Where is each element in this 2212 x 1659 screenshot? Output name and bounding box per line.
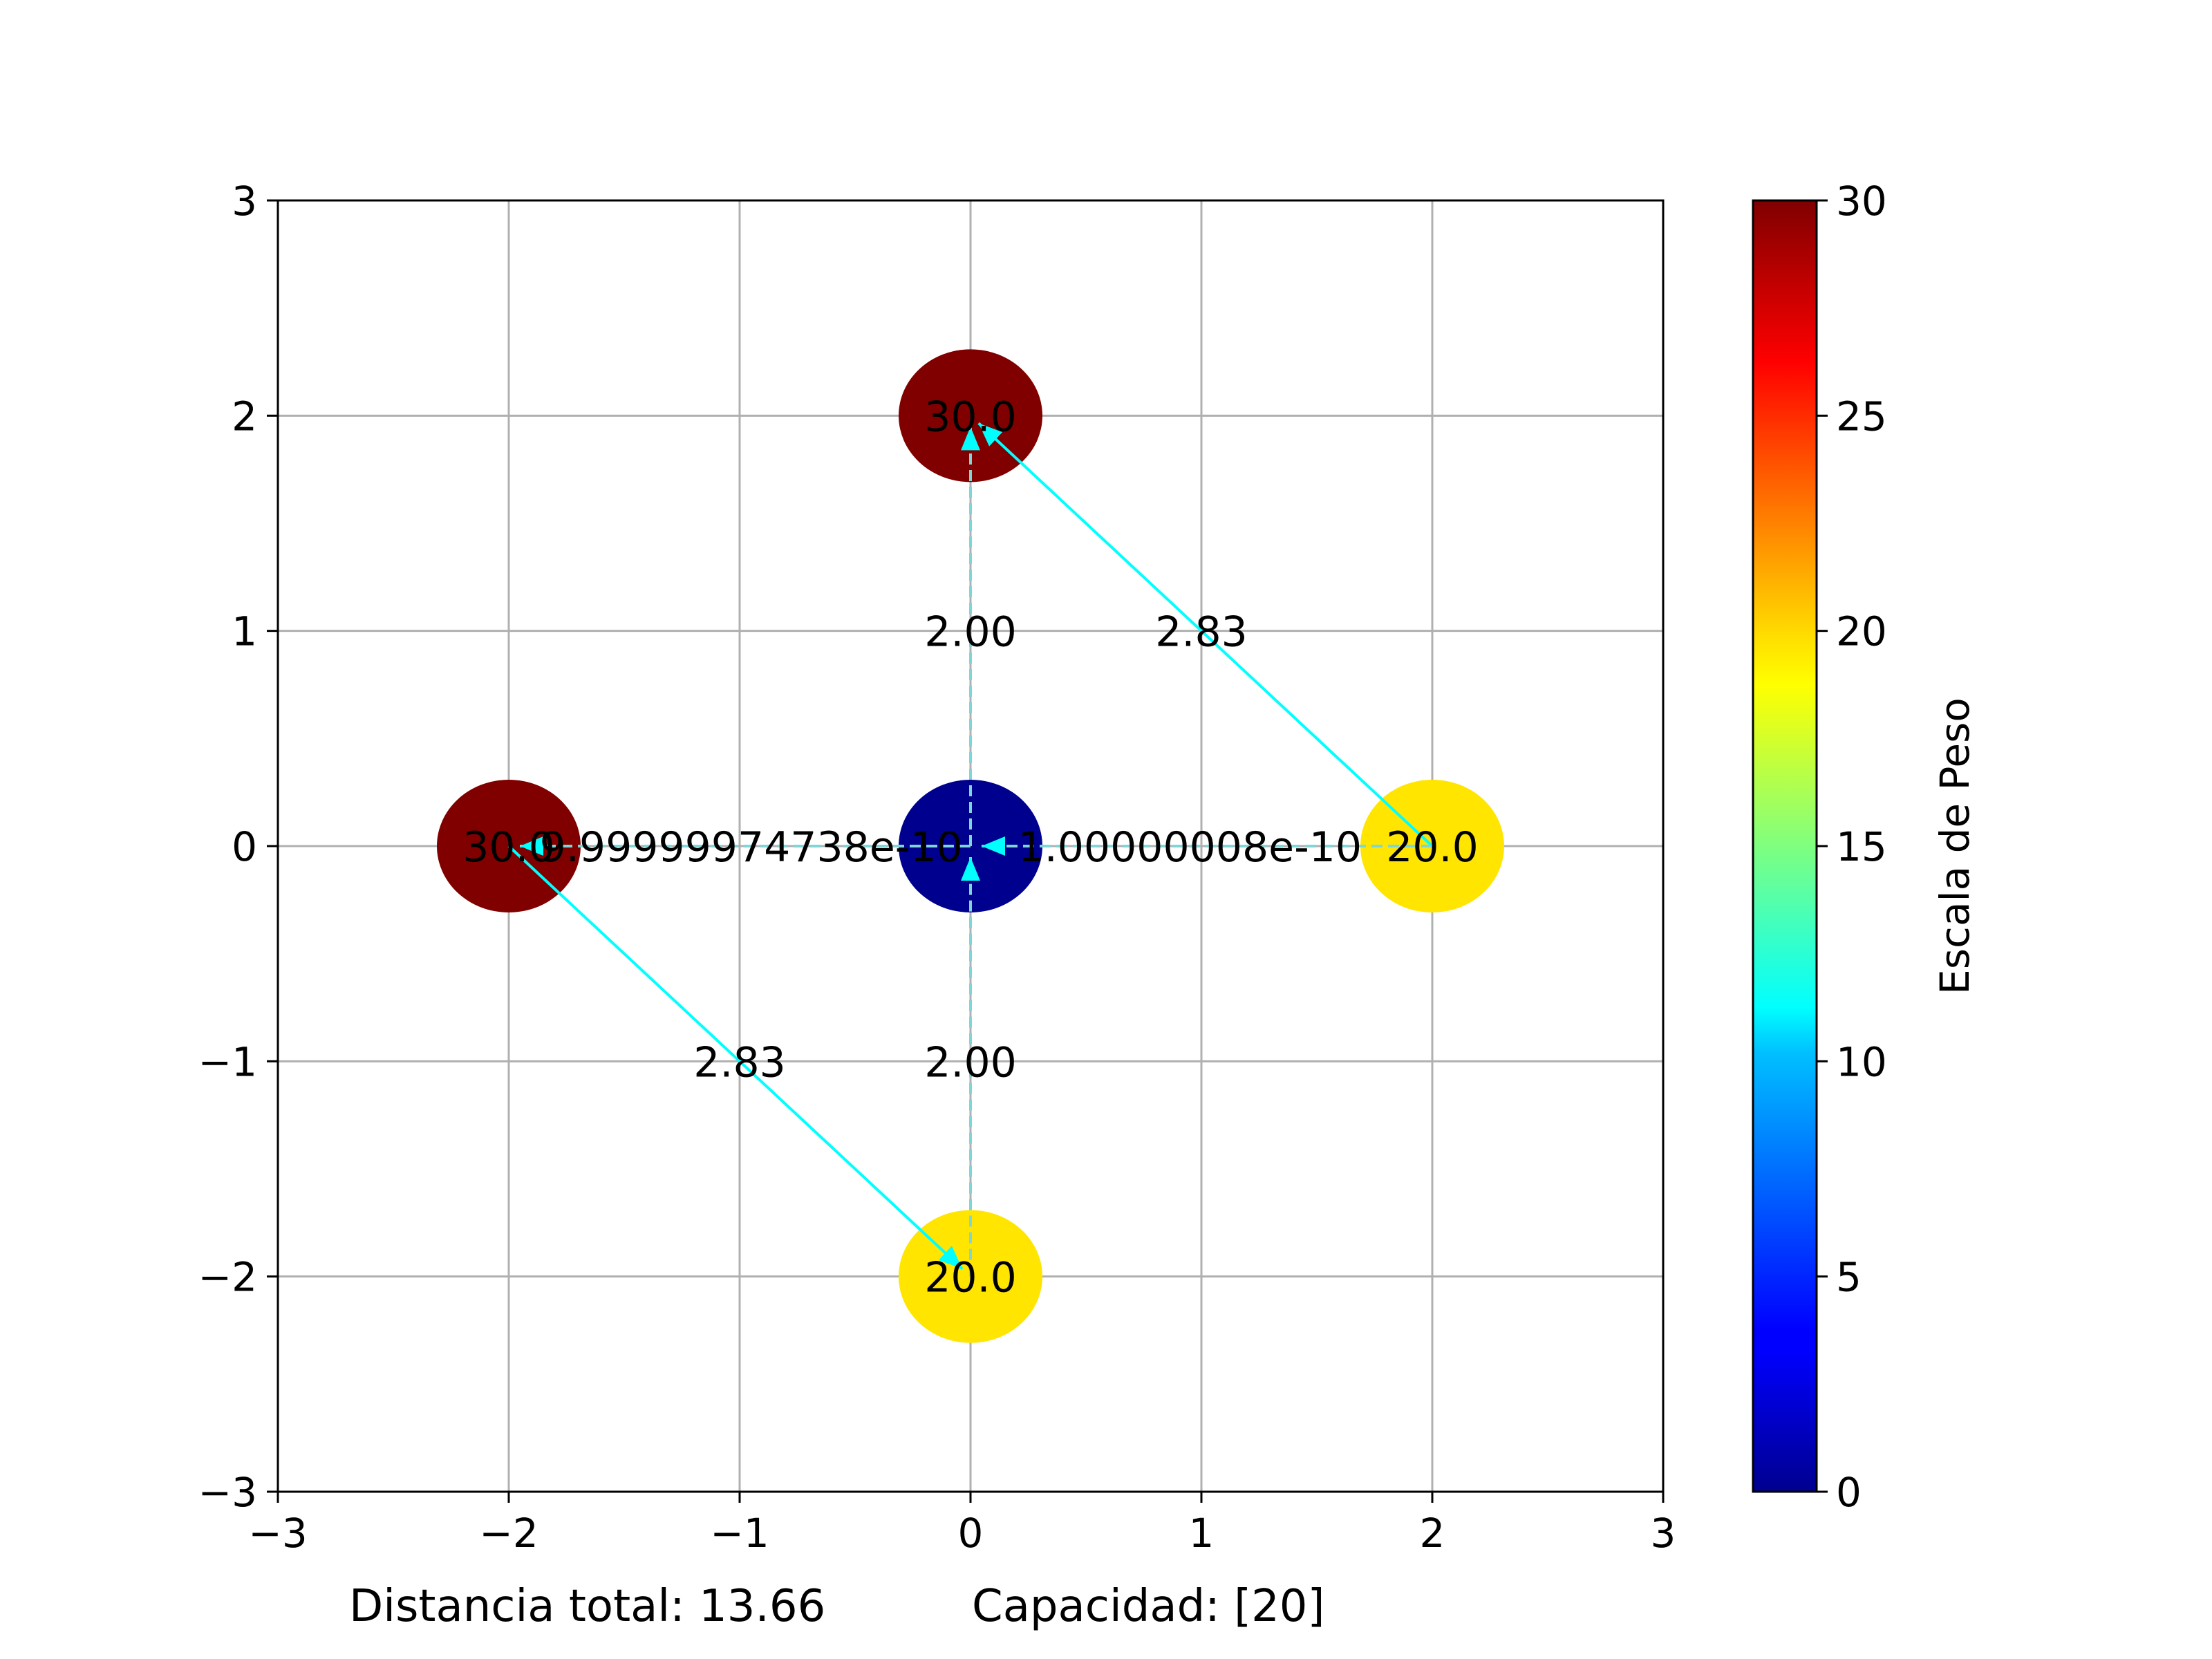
edge-arrowhead [982, 836, 1005, 856]
x-tick-label: −2 [479, 1510, 538, 1557]
x-tick-label: 0 [958, 1510, 984, 1557]
node-weight-label: 20.0 [1386, 823, 1479, 872]
edge-arrowhead [938, 1246, 963, 1269]
colorbar-tick-label: 25 [1836, 393, 1887, 440]
x-tick-label: 2 [1420, 1510, 1445, 1557]
colorbar-tick-label: 0 [1836, 1469, 1862, 1516]
edge-line [977, 422, 1434, 847]
y-tick-label: 2 [232, 393, 257, 440]
colorbar-label: Escala de Peso [1931, 697, 1978, 995]
y-tick-label: 1 [232, 608, 257, 655]
edge-line [507, 845, 964, 1271]
node-weight-label: 20.0 [924, 1254, 1017, 1302]
node-weight-label: 30.0 [462, 823, 555, 872]
edge-arrowhead [978, 423, 1003, 447]
edges [507, 422, 1434, 1277]
colorbar-tick-label: 15 [1836, 823, 1887, 870]
edge-weight-label: 9.99999974738e-10 [540, 823, 963, 872]
colorbar-tick-label: 30 [1836, 178, 1887, 225]
edge-arrowhead [520, 836, 543, 856]
axis-ticks: −3 −2 −1 0 1 2 3 −3 −2 −1 0 1 2 3 [198, 178, 1676, 1557]
colorbar-tick-label: 20 [1836, 608, 1887, 655]
node-weight-label: 30.0 [924, 393, 1017, 441]
footer-capacity: Capacidad: [20] [972, 1581, 1324, 1632]
x-tick-label: −1 [710, 1510, 769, 1557]
edge-arrowhead [961, 857, 980, 881]
edge-weight-label: 2.00 [924, 608, 1017, 657]
y-tick-label: −2 [198, 1254, 258, 1301]
colorbar-tick-label: 5 [1836, 1254, 1862, 1301]
footer-distance: Distancia total: 13.66 [349, 1581, 825, 1632]
colorbar [1752, 199, 1818, 1493]
x-tick-label: 3 [1651, 1510, 1676, 1557]
edge-weight-label: 2.00 [924, 1038, 1017, 1087]
colorbar-tick-label: 10 [1836, 1038, 1887, 1085]
colorbar-ticks: 0 5 10 15 20 25 30 [1817, 178, 1887, 1516]
edge-weight-label: 1.00000008e-10 [1018, 823, 1362, 872]
edge-arrowhead [961, 427, 980, 451]
edge-weight-label: 2.83 [693, 1038, 786, 1087]
y-tick-label: −1 [198, 1038, 258, 1085]
y-tick-label: 0 [232, 823, 257, 870]
edge-weight-label: 2.83 [1155, 608, 1248, 657]
labels: 2.00 2.83 2.00 2.83 9.99999974738e-10 1.00000… [462, 393, 1479, 1302]
y-tick-label: −3 [198, 1469, 258, 1516]
x-tick-label: 1 [1189, 1510, 1215, 1557]
y-tick-label: 3 [232, 178, 257, 225]
x-tick-label: −3 [248, 1510, 308, 1557]
